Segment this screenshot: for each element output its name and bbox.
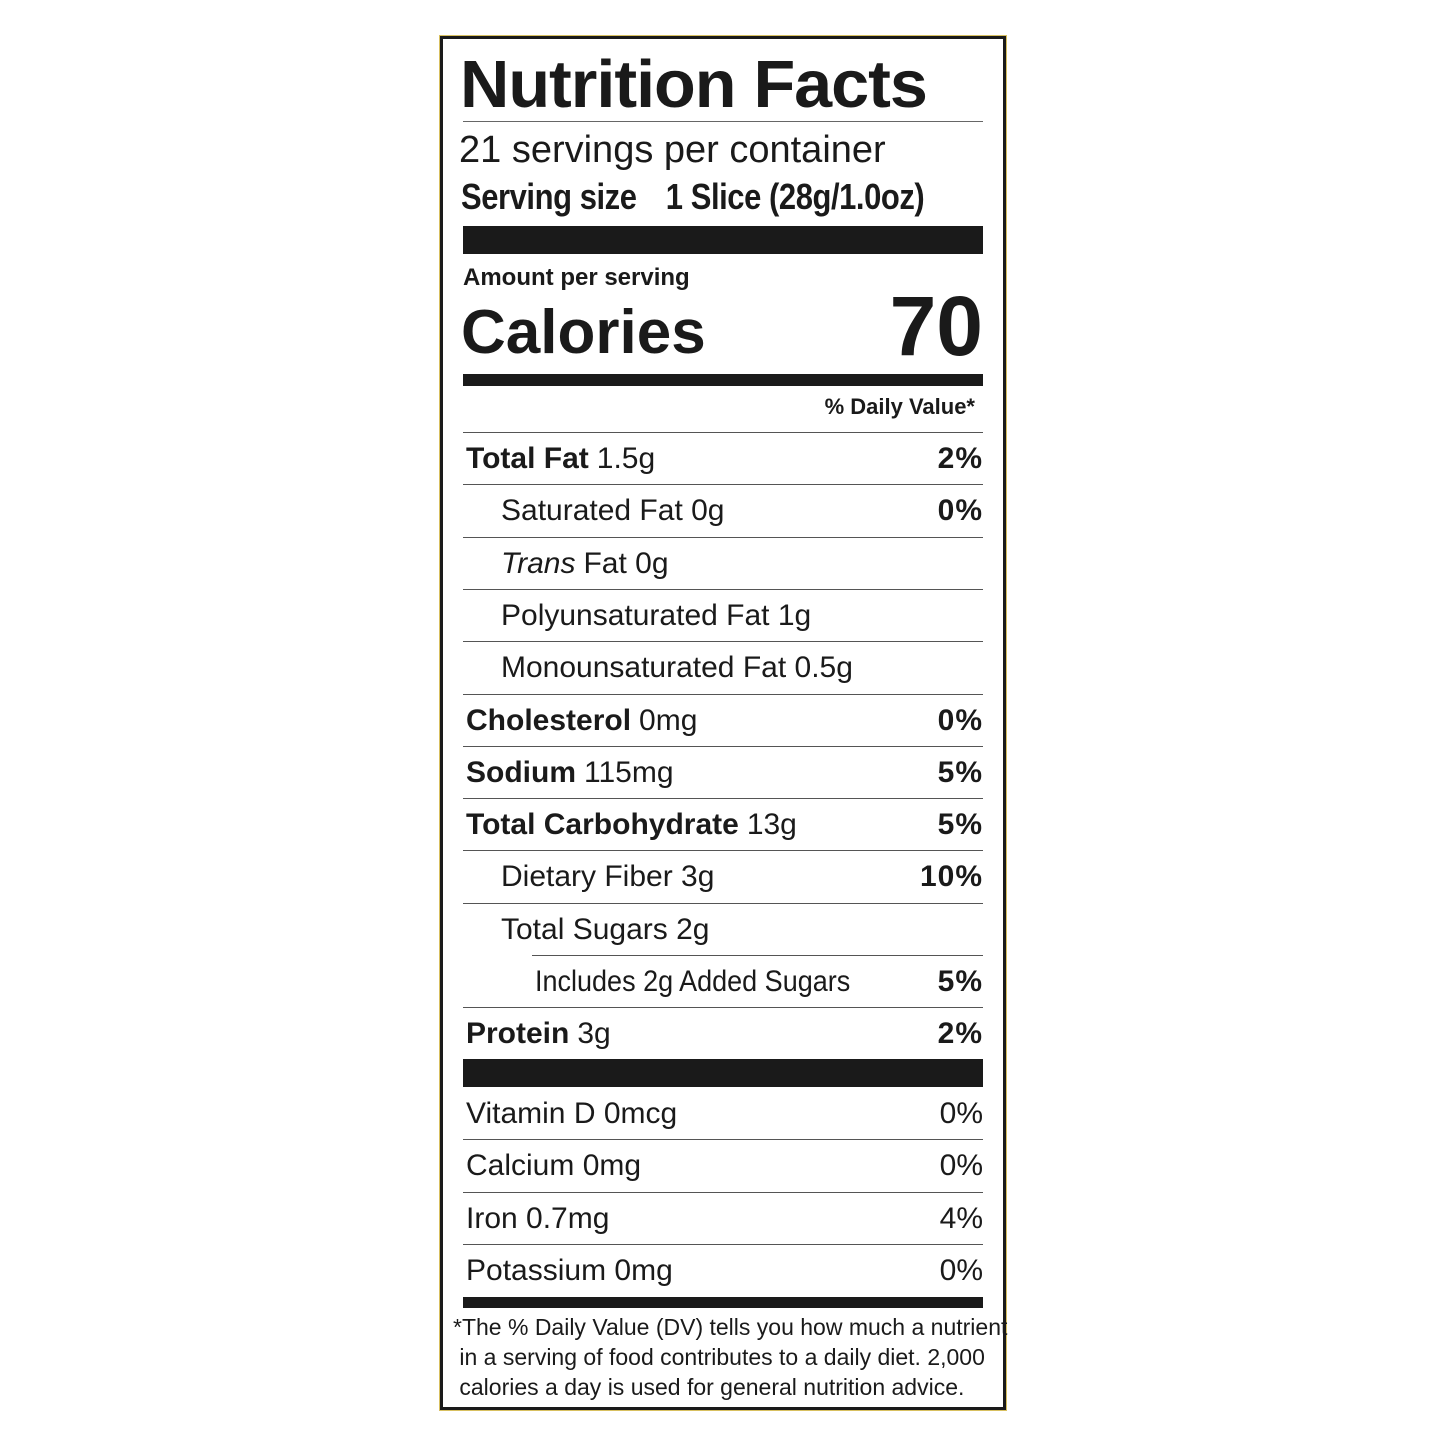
vitamin-row: Potassium 0mg 0% <box>466 1245 983 1297</box>
nutrient-row: Total Sugars 2g <box>466 904 983 956</box>
nutrient-name: Polyunsaturated Fat 1g <box>501 598 812 632</box>
calories-label: Calories <box>461 298 706 367</box>
nutrient-row: Protein 3g 2% <box>466 1008 983 1060</box>
vitamin-name: Calcium 0mg <box>466 1149 642 1183</box>
footnote: *The % Daily Value (DV) tells you how mu… <box>453 1312 1008 1402</box>
row-divider <box>463 1007 983 1009</box>
daily-value-percent: 0% <box>937 703 983 737</box>
nutrient-row: Cholesterol 0mg 0% <box>466 695 983 747</box>
vitamin-name: Potassium 0mg <box>466 1254 673 1288</box>
medium-divider <box>463 374 983 386</box>
row-divider <box>463 693 983 695</box>
footnote-line: in a serving of food contributes to a da… <box>453 1344 985 1370</box>
row-divider <box>463 798 983 800</box>
nutrient-amount: 1.5g <box>596 442 656 475</box>
nutrition-facts-label: Nutrition Facts 21 servings per containe… <box>439 35 1008 1411</box>
row-divider <box>463 536 983 538</box>
nutrient-name: Sodium <box>466 755 576 789</box>
daily-value-percent: 2% <box>937 442 983 475</box>
nutrient-amount: 115mg <box>584 755 674 789</box>
vitamin-row: Iron 0.7mg 4% <box>466 1193 983 1245</box>
row-divider <box>463 902 983 904</box>
footnote-line: *The % Daily Value (DV) tells you how mu… <box>453 1314 1008 1340</box>
row-divider <box>532 955 983 956</box>
daily-value-percent: 0% <box>939 1254 983 1288</box>
row-divider <box>463 1244 983 1246</box>
daily-value-percent: 0% <box>939 1149 983 1183</box>
nutrient-row: Includes 2g Added Sugars 5% <box>466 956 983 1008</box>
nutrient-row: Dietary Fiber 3g 10% <box>466 851 983 903</box>
row-divider <box>463 484 983 486</box>
nutrient-name: Cholesterol <box>466 703 632 737</box>
thick-divider <box>463 226 983 254</box>
serving-size: Serving size 1 Slice (28g/1.0oz) <box>461 176 925 217</box>
row-divider <box>463 850 983 852</box>
nutrient-name: Total Sugars 2g <box>501 912 710 946</box>
daily-value-percent: 5% <box>937 965 983 998</box>
nutrient-amount: 3g <box>577 1017 611 1051</box>
row-divider <box>463 1191 983 1193</box>
nutrient-name-italic: Trans <box>501 546 576 580</box>
row-divider <box>463 641 983 643</box>
nutrient-row: Total Fat 1.5g 2% <box>466 433 983 485</box>
nutrient-row: Trans Fat 0g <box>466 538 983 590</box>
daily-value-percent: 4% <box>939 1201 983 1235</box>
nutrient-name: Total Fat <box>466 442 589 475</box>
nutrient-name: Monounsaturated Fat 0.5g <box>501 651 853 685</box>
footnote-line: calories a day is used for general nutri… <box>453 1374 965 1400</box>
nutrient-amount: 0mg <box>639 703 698 737</box>
row-divider <box>463 745 983 747</box>
daily-value-percent: 2% <box>937 1017 983 1051</box>
vitamin-row: Vitamin D 0mcg 0% <box>466 1088 983 1140</box>
nutrient-amount: 13g <box>746 808 797 842</box>
medium-divider <box>463 1297 983 1308</box>
nutrient-name: Saturated Fat 0g <box>501 494 725 528</box>
row-divider <box>463 588 983 590</box>
thick-divider <box>463 1059 983 1087</box>
daily-value-percent: 0% <box>937 494 983 528</box>
nutrient-name: Includes 2g Added Sugars <box>535 965 851 998</box>
nutrient-name: Total Carbohydrate <box>466 808 739 842</box>
amount-per-serving: Amount per serving <box>463 264 690 291</box>
row-divider <box>463 432 983 433</box>
servings-per-container: 21 servings per container <box>459 129 886 171</box>
vitamin-name: Iron 0.7mg <box>466 1201 610 1235</box>
nutrient-row: Monounsaturated Fat 0.5g <box>466 642 983 694</box>
calories-value: 70 <box>889 279 983 373</box>
vitamin-row: Calcium 0mg 0% <box>466 1140 983 1192</box>
label-title: Nutrition Facts <box>460 47 928 122</box>
serving-size-label: Serving size <box>461 176 637 217</box>
daily-value-header: % Daily Value* <box>824 394 975 419</box>
daily-value-percent: 10% <box>919 860 983 894</box>
row-divider <box>463 1139 983 1141</box>
daily-value-percent: 0% <box>939 1097 983 1130</box>
daily-value-percent: 5% <box>937 755 983 789</box>
vitamin-name: Vitamin D 0mcg <box>466 1097 678 1130</box>
nutrient-row: Sodium 115mg 5% <box>466 747 983 799</box>
daily-value-percent: 5% <box>937 808 983 842</box>
nutrient-row: Saturated Fat 0g 0% <box>466 485 983 537</box>
nutrient-name: Dietary Fiber 3g <box>501 860 715 894</box>
nutrient-row: Polyunsaturated Fat 1g <box>466 590 983 642</box>
divider <box>463 121 983 122</box>
nutrient-name: Fat 0g <box>583 546 669 580</box>
nutrient-row: Total Carbohydrate 13g 5% <box>466 799 983 851</box>
serving-size-value: 1 Slice (28g/1.0oz) <box>665 176 925 217</box>
nutrient-name: Protein <box>466 1017 570 1051</box>
